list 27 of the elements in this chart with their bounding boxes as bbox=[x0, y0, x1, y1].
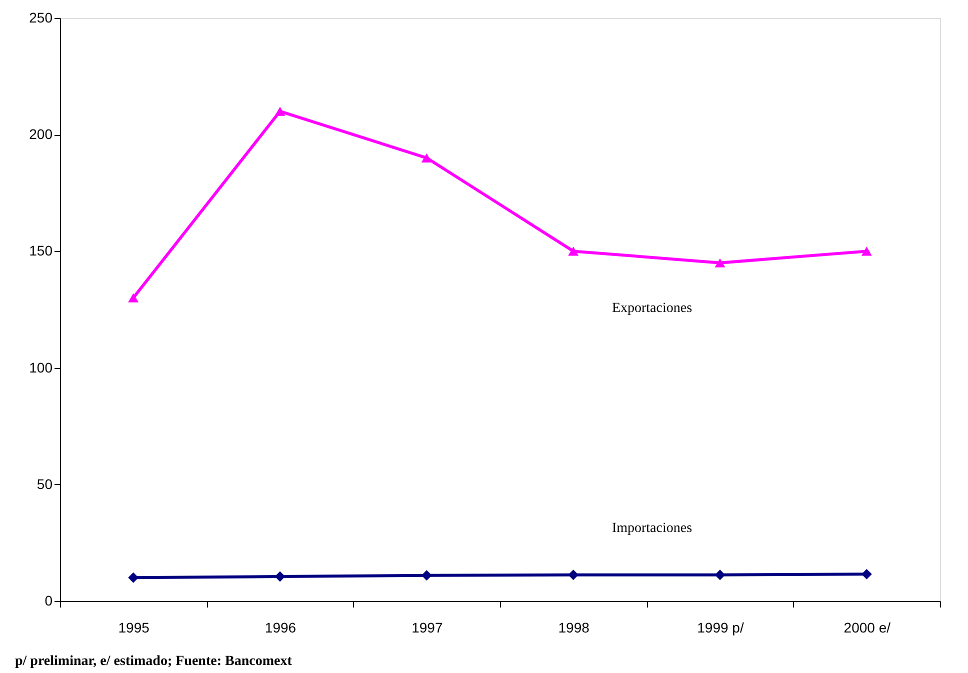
point bbox=[714, 570, 726, 580]
text: p/ preliminar, e/ estimado; Fuente: Bancomext bbox=[15, 654, 292, 669]
y-tick-label: 200 bbox=[29, 126, 53, 142]
x-tick-label: 2000 e/ bbox=[844, 620, 891, 636]
point bbox=[861, 246, 872, 256]
point bbox=[128, 293, 139, 302]
x-tick-label: 1997 bbox=[412, 620, 443, 636]
point bbox=[568, 246, 579, 256]
y-tick-label: 0 bbox=[44, 592, 53, 608]
point bbox=[274, 571, 286, 582]
x-tick-label: 1999 p/ bbox=[697, 620, 744, 636]
point bbox=[714, 258, 726, 268]
x-tick-label: 1996 bbox=[264, 620, 296, 636]
text: Exportaciones bbox=[612, 300, 692, 316]
x-tick-label: 1995 bbox=[118, 620, 150, 636]
y-tick-label: 100 bbox=[29, 359, 53, 376]
y-tick-label: 250 bbox=[29, 10, 53, 26]
point bbox=[128, 572, 139, 583]
point bbox=[861, 568, 872, 580]
point bbox=[421, 570, 432, 581]
y-tick-label: 150 bbox=[29, 242, 53, 259]
point bbox=[568, 570, 579, 580]
text: Importaciones bbox=[612, 520, 692, 536]
point bbox=[421, 153, 432, 162]
y-tick-label: 50 bbox=[36, 476, 53, 492]
x-tick-label: 1998 bbox=[558, 620, 590, 636]
point bbox=[274, 106, 286, 116]
